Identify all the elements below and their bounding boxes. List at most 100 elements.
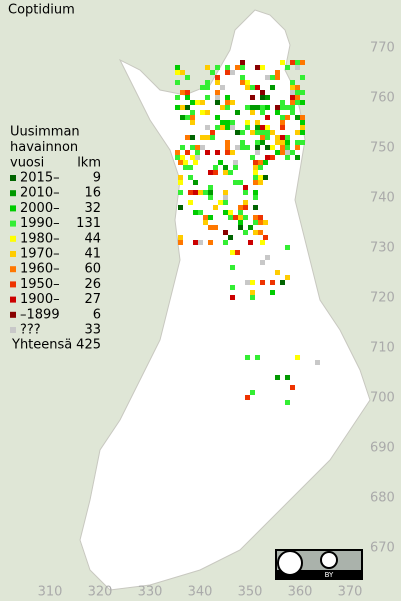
occurrence-square (285, 115, 290, 120)
occurrence-square (205, 110, 210, 115)
occurrence-square (215, 95, 220, 100)
occurrence-square (208, 170, 213, 175)
x-tick-label: 310 (38, 585, 63, 600)
occurrence-square (213, 170, 218, 175)
occurrence-square (275, 75, 280, 80)
occurrence-square (245, 105, 250, 110)
occurrence-square (285, 275, 290, 280)
occurrence-square (225, 140, 230, 145)
occurrence-square (265, 255, 270, 260)
occurrence-square (205, 125, 210, 130)
occurrence-square (175, 70, 180, 75)
occurrence-square (295, 155, 300, 160)
occurrence-square (213, 205, 218, 210)
occurrence-square (175, 150, 180, 155)
occurrence-square (220, 105, 225, 110)
occurrence-square (260, 95, 265, 100)
occurrence-square (270, 280, 275, 285)
occurrence-square (243, 205, 248, 210)
occurrence-square (230, 250, 235, 255)
occurrence-square (185, 75, 190, 80)
occurrence-square (230, 150, 235, 155)
occurrence-square (285, 245, 290, 250)
occurrence-square (285, 105, 290, 110)
occurrence-square (265, 130, 270, 135)
occurrence-square (233, 160, 238, 165)
legend-total: 425 (76, 338, 101, 353)
occurrence-square (270, 145, 275, 150)
occurrence-square (223, 165, 228, 170)
occurrence-square (253, 215, 258, 220)
occurrence-square (213, 165, 218, 170)
y-tick-label: 750 (370, 141, 395, 156)
occurrence-square (245, 145, 250, 150)
legend-label: 2015– (20, 171, 60, 186)
occurrence-square (295, 115, 300, 120)
x-tick-label: 370 (338, 585, 363, 600)
legend-label: ??? (20, 323, 41, 338)
occurrence-square (190, 135, 195, 140)
x-tick-label: 350 (238, 585, 263, 600)
occurrence-square (185, 95, 190, 100)
occurrence-square (280, 135, 285, 140)
occurrence-square (230, 120, 235, 125)
occurrence-square (220, 125, 225, 130)
legend-count: 32 (84, 201, 101, 216)
y-tick-label: 680 (370, 491, 395, 506)
occurrence-square (255, 140, 260, 145)
occurrence-square (255, 105, 260, 110)
legend-count-heading: lkm (77, 156, 101, 171)
occurrence-square (280, 105, 285, 110)
occurrence-square (275, 135, 280, 140)
occurrence-square (300, 120, 305, 125)
occurrence-square (193, 160, 198, 165)
legend-count: 33 (84, 323, 101, 338)
occurrence-square (213, 225, 218, 230)
occurrence-square (260, 135, 265, 140)
legend-label: 2000– (20, 201, 60, 216)
occurrence-square (243, 185, 248, 190)
occurrence-square (188, 200, 193, 205)
y-tick-label: 670 (370, 541, 395, 556)
occurrence-square (280, 115, 285, 120)
occurrence-square (285, 65, 290, 70)
occurrence-square (263, 175, 268, 180)
occurrence-square (260, 130, 265, 135)
occurrence-square (253, 230, 258, 235)
occurrence-square (185, 150, 190, 155)
occurrence-square (215, 75, 220, 80)
legend-label: 1950– (20, 277, 60, 292)
occurrence-square (280, 280, 285, 285)
occurrence-square (238, 215, 243, 220)
legend-label: 2010– (20, 186, 60, 201)
occurrence-square (250, 130, 255, 135)
legend-count: 16 (84, 186, 101, 201)
occurrence-square (295, 65, 300, 70)
occurrence-square (233, 165, 238, 170)
occurrence-square (215, 150, 220, 155)
occurrence-square (258, 160, 263, 165)
occurrence-square (295, 90, 300, 95)
legend-swatch (10, 190, 16, 197)
occurrence-square (225, 95, 230, 100)
occurrence-square (315, 360, 320, 365)
occurrence-square (200, 110, 205, 115)
occurrence-square (210, 70, 215, 75)
occurrence-square (190, 110, 195, 115)
occurrence-square (208, 195, 213, 200)
occurrence-square (235, 65, 240, 70)
y-tick-label: 770 (370, 41, 395, 56)
occurrence-square (290, 100, 295, 105)
occurrence-square (190, 115, 195, 120)
occurrence-square (280, 125, 285, 130)
occurrence-square (260, 90, 265, 95)
occurrence-square (300, 75, 305, 80)
occurrence-square (248, 225, 253, 230)
occurrence-square (270, 75, 275, 80)
occurrence-square (250, 95, 255, 100)
legend-count: 44 (84, 231, 101, 246)
occurrence-square (295, 130, 300, 135)
occurrence-square (235, 110, 240, 115)
occurrence-square (208, 190, 213, 195)
occurrence-square (228, 215, 233, 220)
